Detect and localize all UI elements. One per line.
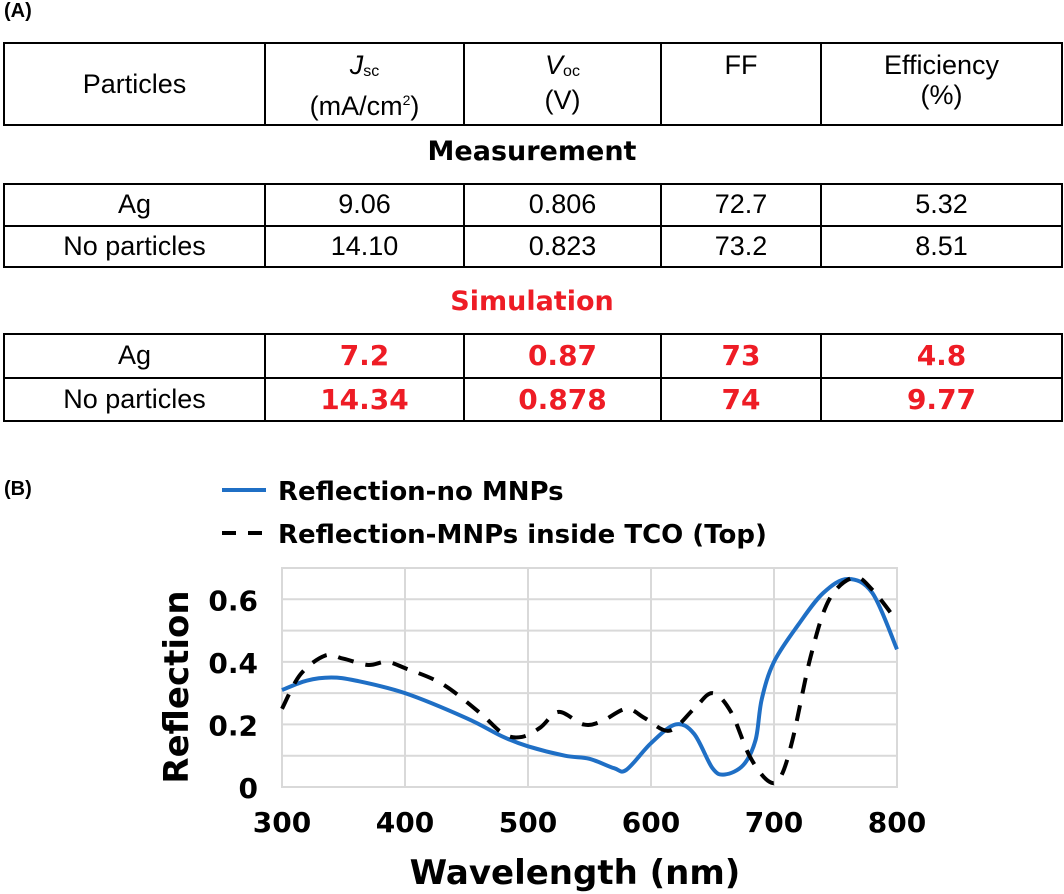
header-efficiency: Efficiency (%) [820,42,1063,126]
panel-a-label: (A) [4,0,32,22]
x-axis-label: Wavelength (nm) [410,853,741,893]
cell-voc: 0.823 [463,224,662,268]
cell-eff: 9.77 [820,376,1063,422]
header-particles-text: Particles [82,69,187,99]
legend-label-2: Reflection-MNPs inside TCO (Top) [278,520,767,550]
cell-voc: 0.878 [463,376,662,422]
cell-particles: Ag [3,183,266,227]
series-line-1 [281,576,899,777]
voc-sub: oc [563,63,580,80]
x-tick-label: 600 [622,806,680,839]
measurement-title: Measurement [427,136,637,167]
y-tick-label: 0.2 [208,709,258,742]
x-tick-label: 800 [868,806,926,839]
y-axis-label: Reflection [157,590,197,783]
jsc-unit-sup: 2 [402,92,411,108]
cell-jsc: 14.10 [264,224,465,268]
header-ff: FF [660,42,822,126]
cell-eff: 8.51 [820,224,1063,268]
header-voc: Voc (V) [463,42,662,126]
panel-b-label: (B) [4,478,32,500]
ff-text: FF [724,50,758,80]
x-tick-label: 700 [745,806,803,839]
eff-text: Efficiency [883,50,1000,80]
legend-label-1: Reflection-no MNPs [278,477,564,507]
series-lines [280,575,899,786]
eff-unit: (%) [920,80,963,110]
header-jsc: Jsc (mA/cm2) [264,42,465,126]
table-row: No particles 14.10 0.823 73.2 8.51 [3,224,1063,268]
x-tick-label: 300 [253,806,311,839]
cell-ff: 73.2 [660,224,822,268]
table-row: No particles 14.34 0.878 74 9.77 [3,376,1063,422]
voc-unit: (V) [544,85,581,115]
jsc-unit-close: ) [410,91,420,121]
cell-particles: No particles [3,376,266,422]
legend: Reflection-no MNPs Reflection-MNPs inside… [222,477,767,550]
cell-jsc: 9.06 [264,183,465,227]
y-tick-label: 0 [239,772,258,805]
simulation-title: Simulation [450,286,614,317]
series-line-2 [280,575,899,786]
cell-ff: 74 [660,376,822,422]
x-tick-label: 400 [376,806,434,839]
header-table: Particles Jsc (mA/cm2) Voc (V) FF Efficien… [3,42,1063,126]
y-tick-label: 0.6 [208,584,258,617]
header-particles: Particles [3,42,266,126]
measurement-table: Ag 9.06 0.806 72.7 5.32 No particles 14.… [3,183,1063,268]
table-row: Ag 9.06 0.806 72.7 5.32 [3,183,1063,227]
simulation-table: Ag 7.2 0.87 73 4.8 No particles 14.34 0.… [3,333,1063,422]
voc-symbol: V [545,50,564,80]
tick-labels: 300 400 500 600 700 800 0 0.2 0.4 0.6 [208,584,926,839]
jsc-unit: (mA/cm [309,91,403,121]
cell-jsc: 14.34 [264,376,465,422]
cell-ff: 72.7 [660,183,822,227]
cell-particles: No particles [3,224,266,268]
cell-eff: 4.8 [820,333,1063,379]
table-row: Ag 7.2 0.87 73 4.8 [3,333,1063,379]
cell-voc: 0.806 [463,183,662,227]
cell-particles: Ag [3,333,266,379]
cell-jsc: 7.2 [264,333,465,379]
jsc-sub: sc [363,63,380,80]
jsc-symbol: J [349,50,364,80]
y-tick-label: 0.4 [208,647,258,680]
cell-eff: 5.32 [820,183,1063,227]
cell-voc: 0.87 [463,333,662,379]
cell-ff: 73 [660,333,822,379]
x-tick-label: 500 [499,806,557,839]
